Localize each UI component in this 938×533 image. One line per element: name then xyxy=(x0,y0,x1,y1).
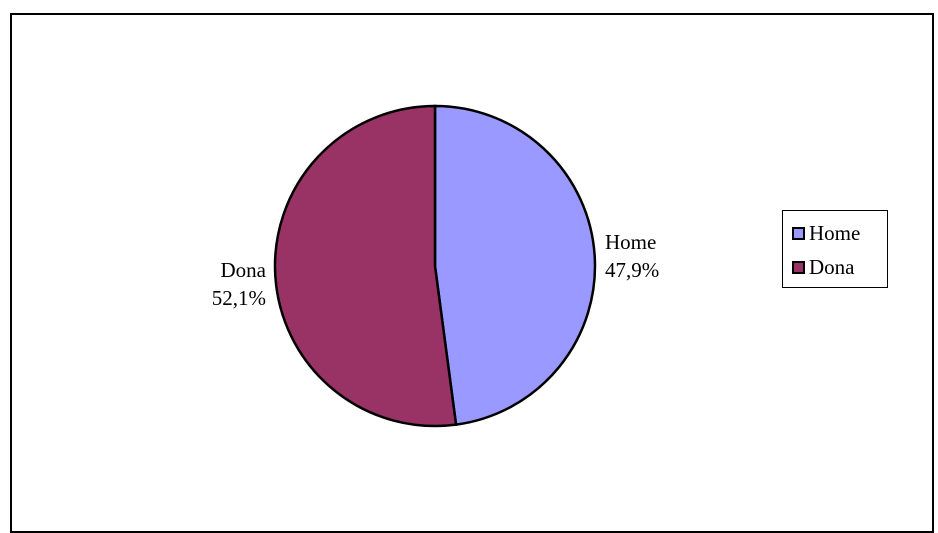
legend-item-home: Home xyxy=(792,219,860,247)
legend-swatch-home xyxy=(792,226,805,240)
legend: Home Dona xyxy=(782,210,888,288)
legend-label-dona: Dona xyxy=(809,254,855,279)
pie-chart xyxy=(273,104,597,428)
slice-value-dona: 52,1% xyxy=(211,286,266,310)
pie-slice-home xyxy=(433,104,597,427)
slice-category-dona: Dona xyxy=(220,258,267,282)
slice-label-dona: Dona 52,1% xyxy=(202,256,266,312)
pie-slice-dona xyxy=(273,104,458,428)
legend-label-home: Home xyxy=(809,220,861,245)
slice-category-home: Home xyxy=(605,230,657,254)
slice-label-home: Home 47,9% xyxy=(605,228,659,284)
legend-item-dona: Dona xyxy=(792,253,855,281)
legend-swatch-dona xyxy=(792,260,805,274)
slice-value-home: 47,9% xyxy=(605,258,660,282)
